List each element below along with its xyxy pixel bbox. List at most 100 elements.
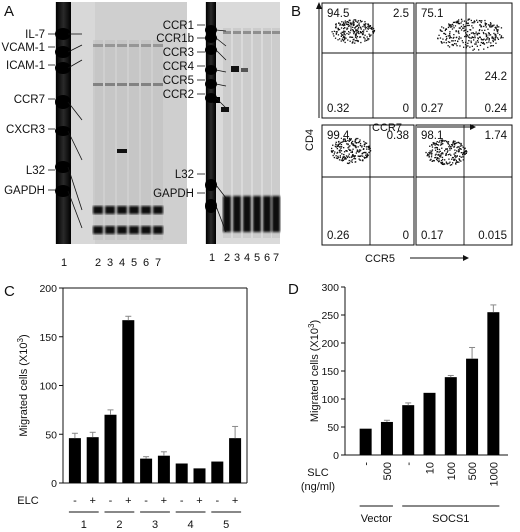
group-label: 3 xyxy=(152,519,158,531)
gel-2-lane-number: 1 xyxy=(209,252,215,264)
leader-line xyxy=(67,190,83,229)
gel-1-lane-number: 7 xyxy=(155,257,161,269)
gel-2-leader-lines xyxy=(215,29,227,233)
y-tick-label: 50 xyxy=(45,429,57,441)
quadrant-percentage: 0 xyxy=(403,103,409,115)
bar xyxy=(444,377,457,455)
flow-plot-3: 99.4 0.38 0.26 0 xyxy=(321,124,415,246)
quadrant-percentage: 75.1 xyxy=(421,8,443,20)
y-axis-label: Migrated cells (X103) xyxy=(16,334,30,436)
gel-2-band-label: CCR2 xyxy=(163,89,194,101)
bar xyxy=(68,438,81,483)
cxcr3-band xyxy=(117,149,127,153)
group-label: 2 xyxy=(116,519,122,531)
bar xyxy=(229,438,242,483)
group-label: 1 xyxy=(81,519,87,531)
quadrant-percentage: 0.32 xyxy=(327,103,349,115)
quadrant-percentage: 0.26 xyxy=(327,230,349,242)
gel-1-lane-number: 3 xyxy=(107,257,113,269)
gel-2-lane-number: 2 xyxy=(224,252,230,264)
gel-1-band-label: VCAM-1 xyxy=(2,42,45,54)
flow-plot-2: 75.1 24.2 0.27 0.24 xyxy=(415,2,513,119)
gel-1-lane-number: 2 xyxy=(95,257,101,269)
gel-2-lane-2 xyxy=(223,28,231,238)
leader-line xyxy=(215,205,227,233)
leader-line xyxy=(215,83,227,87)
panel-b-y-arrow-head xyxy=(316,2,322,9)
panel-b-y-label: CD4 xyxy=(304,129,316,151)
gel-1-lane-5 xyxy=(129,40,139,240)
condition-sign: + xyxy=(125,495,131,507)
ladder-band xyxy=(205,179,217,191)
quadrant-percentage: 0 xyxy=(403,230,409,242)
gel-2-band-label: CCR1 xyxy=(163,20,194,32)
concentration-label: 500 xyxy=(467,462,479,480)
ladder-band xyxy=(55,62,71,74)
gel-1-lane-3 xyxy=(105,40,115,240)
gel-2-lane-number: 3 xyxy=(234,252,240,264)
ladder-band xyxy=(205,33,217,43)
bar xyxy=(140,458,153,483)
leader-line xyxy=(215,37,227,47)
bar xyxy=(359,428,372,455)
gel-2-lane-5 xyxy=(253,28,261,238)
y-tick-label: 0 xyxy=(333,450,339,462)
gel-2-band-label: CCR4 xyxy=(163,61,195,73)
condition-sign: - xyxy=(73,495,77,507)
flow-x-label: CCR7 xyxy=(372,122,402,134)
quadrant-percentage: 98.1 xyxy=(421,130,443,142)
quadrant-percentage: 0.015 xyxy=(478,230,507,242)
gel-1-lane-6 xyxy=(141,40,151,240)
ladder-band xyxy=(205,199,217,213)
leader-line xyxy=(67,59,83,69)
y-tick-label: 100 xyxy=(39,381,57,393)
quadrant-percentage: 94.5 xyxy=(327,8,349,20)
quadrant-percentage: 24.2 xyxy=(485,71,507,83)
flow-plot-4: 98.1 1.74 0.17 0.015 xyxy=(415,124,513,246)
gel-1 xyxy=(55,2,187,244)
ladder-band xyxy=(55,126,71,136)
event-cloud xyxy=(331,19,376,44)
gel-1-ladder-lane xyxy=(56,2,71,244)
y-tick-label: 200 xyxy=(39,283,57,295)
flow-plots: 94.5 2.5 0.32 0 75.1 24.2 0.27 0.24 99.4 0.38 0.26… xyxy=(321,2,513,246)
bar xyxy=(466,358,479,455)
gel-2-band-label: L32 xyxy=(175,169,194,181)
ladder-band xyxy=(55,185,71,197)
quadrant-percentage: 0.24 xyxy=(485,103,508,115)
leader-line xyxy=(215,49,227,61)
gel-1-lane-7 xyxy=(153,40,163,240)
quadrant-percentage: 0.27 xyxy=(421,103,443,115)
gel-2-band-label: GAPDH xyxy=(153,188,194,200)
condition-sign: + xyxy=(89,495,95,507)
bar xyxy=(175,463,188,483)
quadrant-percentage: 1.74 xyxy=(485,130,508,142)
bar xyxy=(211,461,224,483)
quadrant-percentage: 0.38 xyxy=(387,130,409,142)
ccr5-band xyxy=(231,66,239,72)
condition-sign: - xyxy=(144,495,148,507)
y-axis-label: Migrated cells (X103) xyxy=(307,320,321,422)
flow-x-arrow-head xyxy=(463,255,469,261)
gel-2-lane-3 xyxy=(233,28,241,238)
event-cloud xyxy=(425,139,468,166)
ladder-band xyxy=(55,161,71,173)
ladder-band xyxy=(55,28,71,40)
gel-1-band-label: CCR7 xyxy=(14,94,45,106)
gel-2-lane-number: 5 xyxy=(254,252,260,264)
condition-sign: + xyxy=(232,495,238,507)
ladder-band xyxy=(205,25,217,35)
quadrant-percentage: 2.5 xyxy=(393,8,409,20)
ccr2-band xyxy=(213,97,220,103)
gel-1-leader-lines xyxy=(67,33,83,229)
ladder-band xyxy=(205,65,217,75)
leader-line xyxy=(215,97,227,109)
group-label: SOCS1 xyxy=(432,513,469,525)
group-label: Vector xyxy=(361,513,393,525)
y-tick-label: 50 xyxy=(327,422,339,434)
event-cloud xyxy=(437,18,504,51)
